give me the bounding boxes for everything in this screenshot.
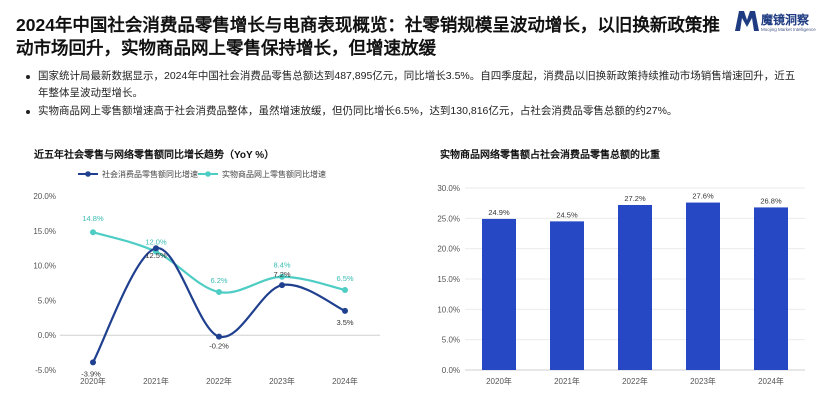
bar [754, 207, 788, 370]
data-label: 8.4% [273, 261, 290, 270]
data-label: -3.9% [81, 369, 101, 378]
data-point [90, 229, 96, 236]
data-label: 6.5% [336, 274, 353, 283]
legend-marker [205, 171, 211, 177]
line-chart: 社会消费品零售额同比增速 实物商品网上零售额同比增速 -5.0% 0.0% 5.0% 10… [33, 169, 380, 386]
y-tick-label: 10.0% [437, 305, 460, 314]
data-point [279, 282, 285, 289]
bar [618, 204, 652, 370]
y-tick-label: 0.0% [38, 331, 56, 340]
y-tick-label: 15.0% [33, 227, 56, 236]
legend-marker [85, 171, 91, 177]
summary-bullets: 国家统计局最新数据显示，2024年中国社会消费品零售总额达到487,895亿元，… [24, 68, 804, 121]
x-tick-label: 2020年 [486, 376, 512, 386]
data-point [342, 286, 348, 293]
bar-chart-title: 实物商品网络零售额占社会消费品零售总额的比重 [440, 150, 660, 161]
data-label: 3.5% [336, 318, 353, 327]
data-label: -0.2% [209, 342, 229, 351]
y-tick-label: 5.0% [442, 336, 460, 345]
line-chart-title: 近五年社会零售与网络零售额同比增长趋势（YoY %） [34, 150, 275, 161]
bullet-item: 实物商品网上零售额增速高于社会消费品整体，虽然增速放缓，但仍同比增长6.5%，达… [24, 103, 804, 120]
data-label: 27.2% [624, 194, 646, 203]
data-point [90, 359, 96, 366]
x-tick-label: 2024年 [758, 376, 784, 386]
y-tick-label: 20.0% [33, 192, 56, 201]
data-point [216, 289, 222, 296]
bullet-item: 国家统计局最新数据显示，2024年中国社会消费品零售总额达到487,895亿元，… [24, 68, 804, 102]
y-tick-label: 5.0% [38, 296, 56, 305]
brand-name: 魔镜洞察 [761, 13, 810, 27]
data-label: 27.6% [692, 192, 714, 201]
data-label: 24.5% [556, 210, 578, 219]
y-tick-label: 25.0% [437, 214, 460, 223]
x-tick-label: 2021年 [554, 376, 580, 386]
y-tick-label: 0.0% [442, 366, 460, 375]
y-tick-label: 10.0% [33, 262, 56, 271]
y-tick-label: 15.0% [437, 275, 460, 284]
y-tick-label: 20.0% [437, 245, 460, 254]
x-tick-label: 2020年 [80, 376, 106, 386]
data-point [342, 307, 348, 314]
brand-subtitle: Moojing Market Intelligence [761, 27, 816, 32]
data-label: 14.8% [82, 214, 104, 223]
legend-label: 实物商品网上零售额同比增速 [222, 169, 326, 179]
data-point [279, 273, 285, 280]
data-label: 26.8% [760, 196, 782, 205]
data-label: 6.2% [210, 276, 227, 285]
data-label: 12.0% [145, 238, 167, 247]
legend-label: 社会消费品零售额同比增速 [102, 169, 198, 179]
y-tick-label: 30.0% [437, 184, 460, 193]
x-tick-label: 2024年 [332, 376, 358, 386]
x-tick-label: 2022年 [206, 376, 232, 386]
bar [550, 221, 584, 370]
data-label: 12.5% [145, 251, 167, 260]
x-tick-label: 2023年 [690, 376, 716, 386]
bar-chart: 0.0% 5.0% 10.0% 15.0% 20.0% 25.0% 30.0% 24.9% 20… [437, 184, 805, 386]
x-tick-label: 2021年 [143, 376, 169, 386]
x-tick-label: 2022年 [622, 376, 648, 386]
data-point [153, 245, 159, 252]
data-label: 7.2% [273, 270, 290, 279]
bar [686, 202, 720, 370]
series-line [92, 247, 346, 363]
brand-logo: 魔镜洞察 Moojing Market Intelligence [734, 8, 820, 48]
x-tick-label: 2023年 [269, 376, 295, 386]
y-tick-label: -5.0% [35, 366, 56, 375]
page-title: 2024年中国社会消费品零售增长与电商表现概览：社零销规模呈波动增长，以旧换新政… [16, 15, 720, 58]
data-label: 24.9% [488, 208, 510, 217]
data-point [216, 333, 222, 340]
brand-m-icon [735, 11, 759, 31]
bar [482, 218, 516, 370]
